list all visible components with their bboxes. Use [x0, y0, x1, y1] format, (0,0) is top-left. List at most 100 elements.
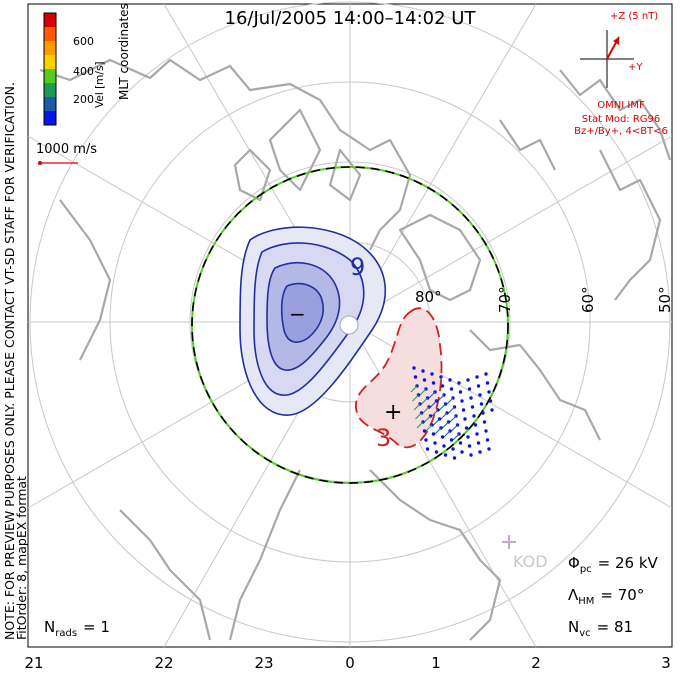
coastline-europe [559, 69, 672, 161]
velocity-vector-point [487, 390, 491, 394]
velocity-vector-point [472, 414, 476, 418]
colorbar-segment [44, 27, 56, 41]
velocity-vector-point [452, 456, 457, 460]
velocity-vector-line [433, 418, 440, 426]
velocity-vector-point [460, 450, 464, 454]
coastline-north-america-east [469, 329, 601, 441]
velocity-vector-line [440, 412, 448, 420]
velocity-vector-point [484, 372, 488, 376]
velocity-vector-point [443, 453, 448, 457]
velocity-vector-point [479, 402, 484, 406]
velocity-vector-line [410, 385, 418, 393]
imf-y-label: +Y [628, 62, 643, 73]
pole-marker [339, 315, 359, 335]
colorbar-label: Vel [m/s] [94, 61, 106, 108]
velocity-vector-point [431, 381, 436, 385]
imf-bin: Bz+/By+, 4<BT<6 [574, 126, 668, 137]
radar-station-kod: KOD [502, 535, 548, 571]
velocity-vector-point [458, 390, 463, 394]
colorbar-segment [44, 69, 56, 83]
colorbar-segment [44, 13, 56, 27]
fit-statistics: Φpc = 26 kV ΛHM = 70° Nvc = 81 Nrads = 1 [44, 554, 659, 639]
pos-contour-label: 3 [376, 424, 391, 452]
imf-z-label: +Z (5 nT) [610, 11, 658, 22]
velocity-vector-point [476, 384, 481, 388]
velocity-vector-point [421, 369, 425, 373]
colorbar-segment [44, 97, 56, 111]
velocity-colorbar [43, 12, 57, 126]
colorbar-segment [44, 41, 56, 55]
velocity-vector-line [428, 391, 436, 399]
velocity-vectors [410, 366, 494, 460]
fit-order-note: FitOrder: 8, mapEX format [14, 476, 29, 640]
lat-label-70: 70° [496, 286, 514, 313]
velocity-vector-point [466, 435, 470, 439]
velocity-vector-line [452, 433, 460, 441]
velocity-vector-point [434, 450, 439, 454]
velocity-vector-line [421, 397, 428, 405]
coordinate-grid [27, 1, 673, 648]
velocity-vector-line [442, 421, 449, 429]
velocity-vector-point [442, 444, 446, 448]
velocity-vector-point [470, 405, 475, 409]
velocity-vector-line [434, 427, 442, 435]
velocity-vector-line [416, 421, 424, 429]
coastline-greenland [398, 213, 482, 302]
velocity-vector-line [424, 415, 431, 423]
velocity-vector-line [449, 415, 457, 423]
velocity-vector-point [449, 438, 454, 442]
velocity-vector-point [422, 378, 427, 382]
neg-contour-label: 9 [350, 253, 365, 281]
imf-source: OMNI IMF [597, 100, 645, 111]
velocity-vector-point [475, 432, 479, 436]
imf-clock: +Z (5 nT) +Y OMNI IMF Stat Mod: RG96 Bz+… [574, 11, 668, 137]
velocity-vector-point [451, 447, 455, 451]
colorbar-frame [43, 12, 57, 126]
imf-vector-head [613, 37, 619, 45]
stat-model: Stat Mod: RG96 [582, 114, 661, 125]
potential-contour [280, 282, 324, 343]
map-title: 16/Jul/2005 14:00–14:02 UT [225, 8, 477, 29]
lambda-hm-stat: ΛHM = 70° [568, 586, 644, 607]
potential-maximum-marker: + [384, 400, 402, 425]
lat-label-60: 60° [579, 286, 597, 313]
velocity-vector-point [469, 396, 473, 400]
heppner-maynard-boundary-dash [191, 166, 509, 484]
velocity-vector-point [488, 399, 493, 403]
velocity-vector-line [413, 403, 421, 411]
velocity-vector-point [458, 441, 463, 445]
velocity-vector-point [430, 372, 434, 376]
velocity-vector-point [448, 378, 452, 382]
velocity-vector-point [481, 411, 485, 415]
velocity-vector-line [430, 400, 437, 408]
colorbar-tick-400: 400 [73, 65, 94, 78]
coastline-siberia [119, 509, 212, 641]
velocity-vector-point [463, 417, 467, 421]
coastline-svalbard [499, 119, 556, 171]
velocity-vector-point [431, 432, 436, 436]
lat-label-80: 80° [415, 288, 442, 306]
mlt-label-23: 23 [254, 654, 273, 672]
velocity-vector-point [478, 450, 482, 454]
velocity-vector-point [476, 441, 481, 445]
velocity-vector-point [449, 387, 454, 391]
velocity-vector-point [413, 375, 418, 379]
velocity-vector-line [443, 430, 451, 438]
coastline-island [328, 148, 362, 202]
colorbar-tick-600: 600 [73, 35, 94, 48]
coastline-asia [59, 199, 112, 361]
coastline-arctic-canada [39, 58, 412, 251]
velocity-vector-point [475, 375, 479, 379]
colorbar-segment [44, 55, 56, 69]
mlt-label-2: 2 [531, 654, 541, 672]
preview-note: NOTE: FOR PREVIEW PURPOSES ONLY. PLEASE … [2, 82, 17, 640]
mlt-label-22: 22 [154, 654, 173, 672]
velocity-vector-line [415, 412, 422, 420]
velocity-vector-line [437, 394, 445, 402]
velocity-vector-point [464, 426, 469, 430]
vector-scale-label: 1000 m/s [36, 142, 97, 157]
velocity-vector-line [412, 394, 419, 402]
colorbar-tick-200: 200 [73, 93, 94, 106]
velocity-vector-point [485, 438, 490, 442]
